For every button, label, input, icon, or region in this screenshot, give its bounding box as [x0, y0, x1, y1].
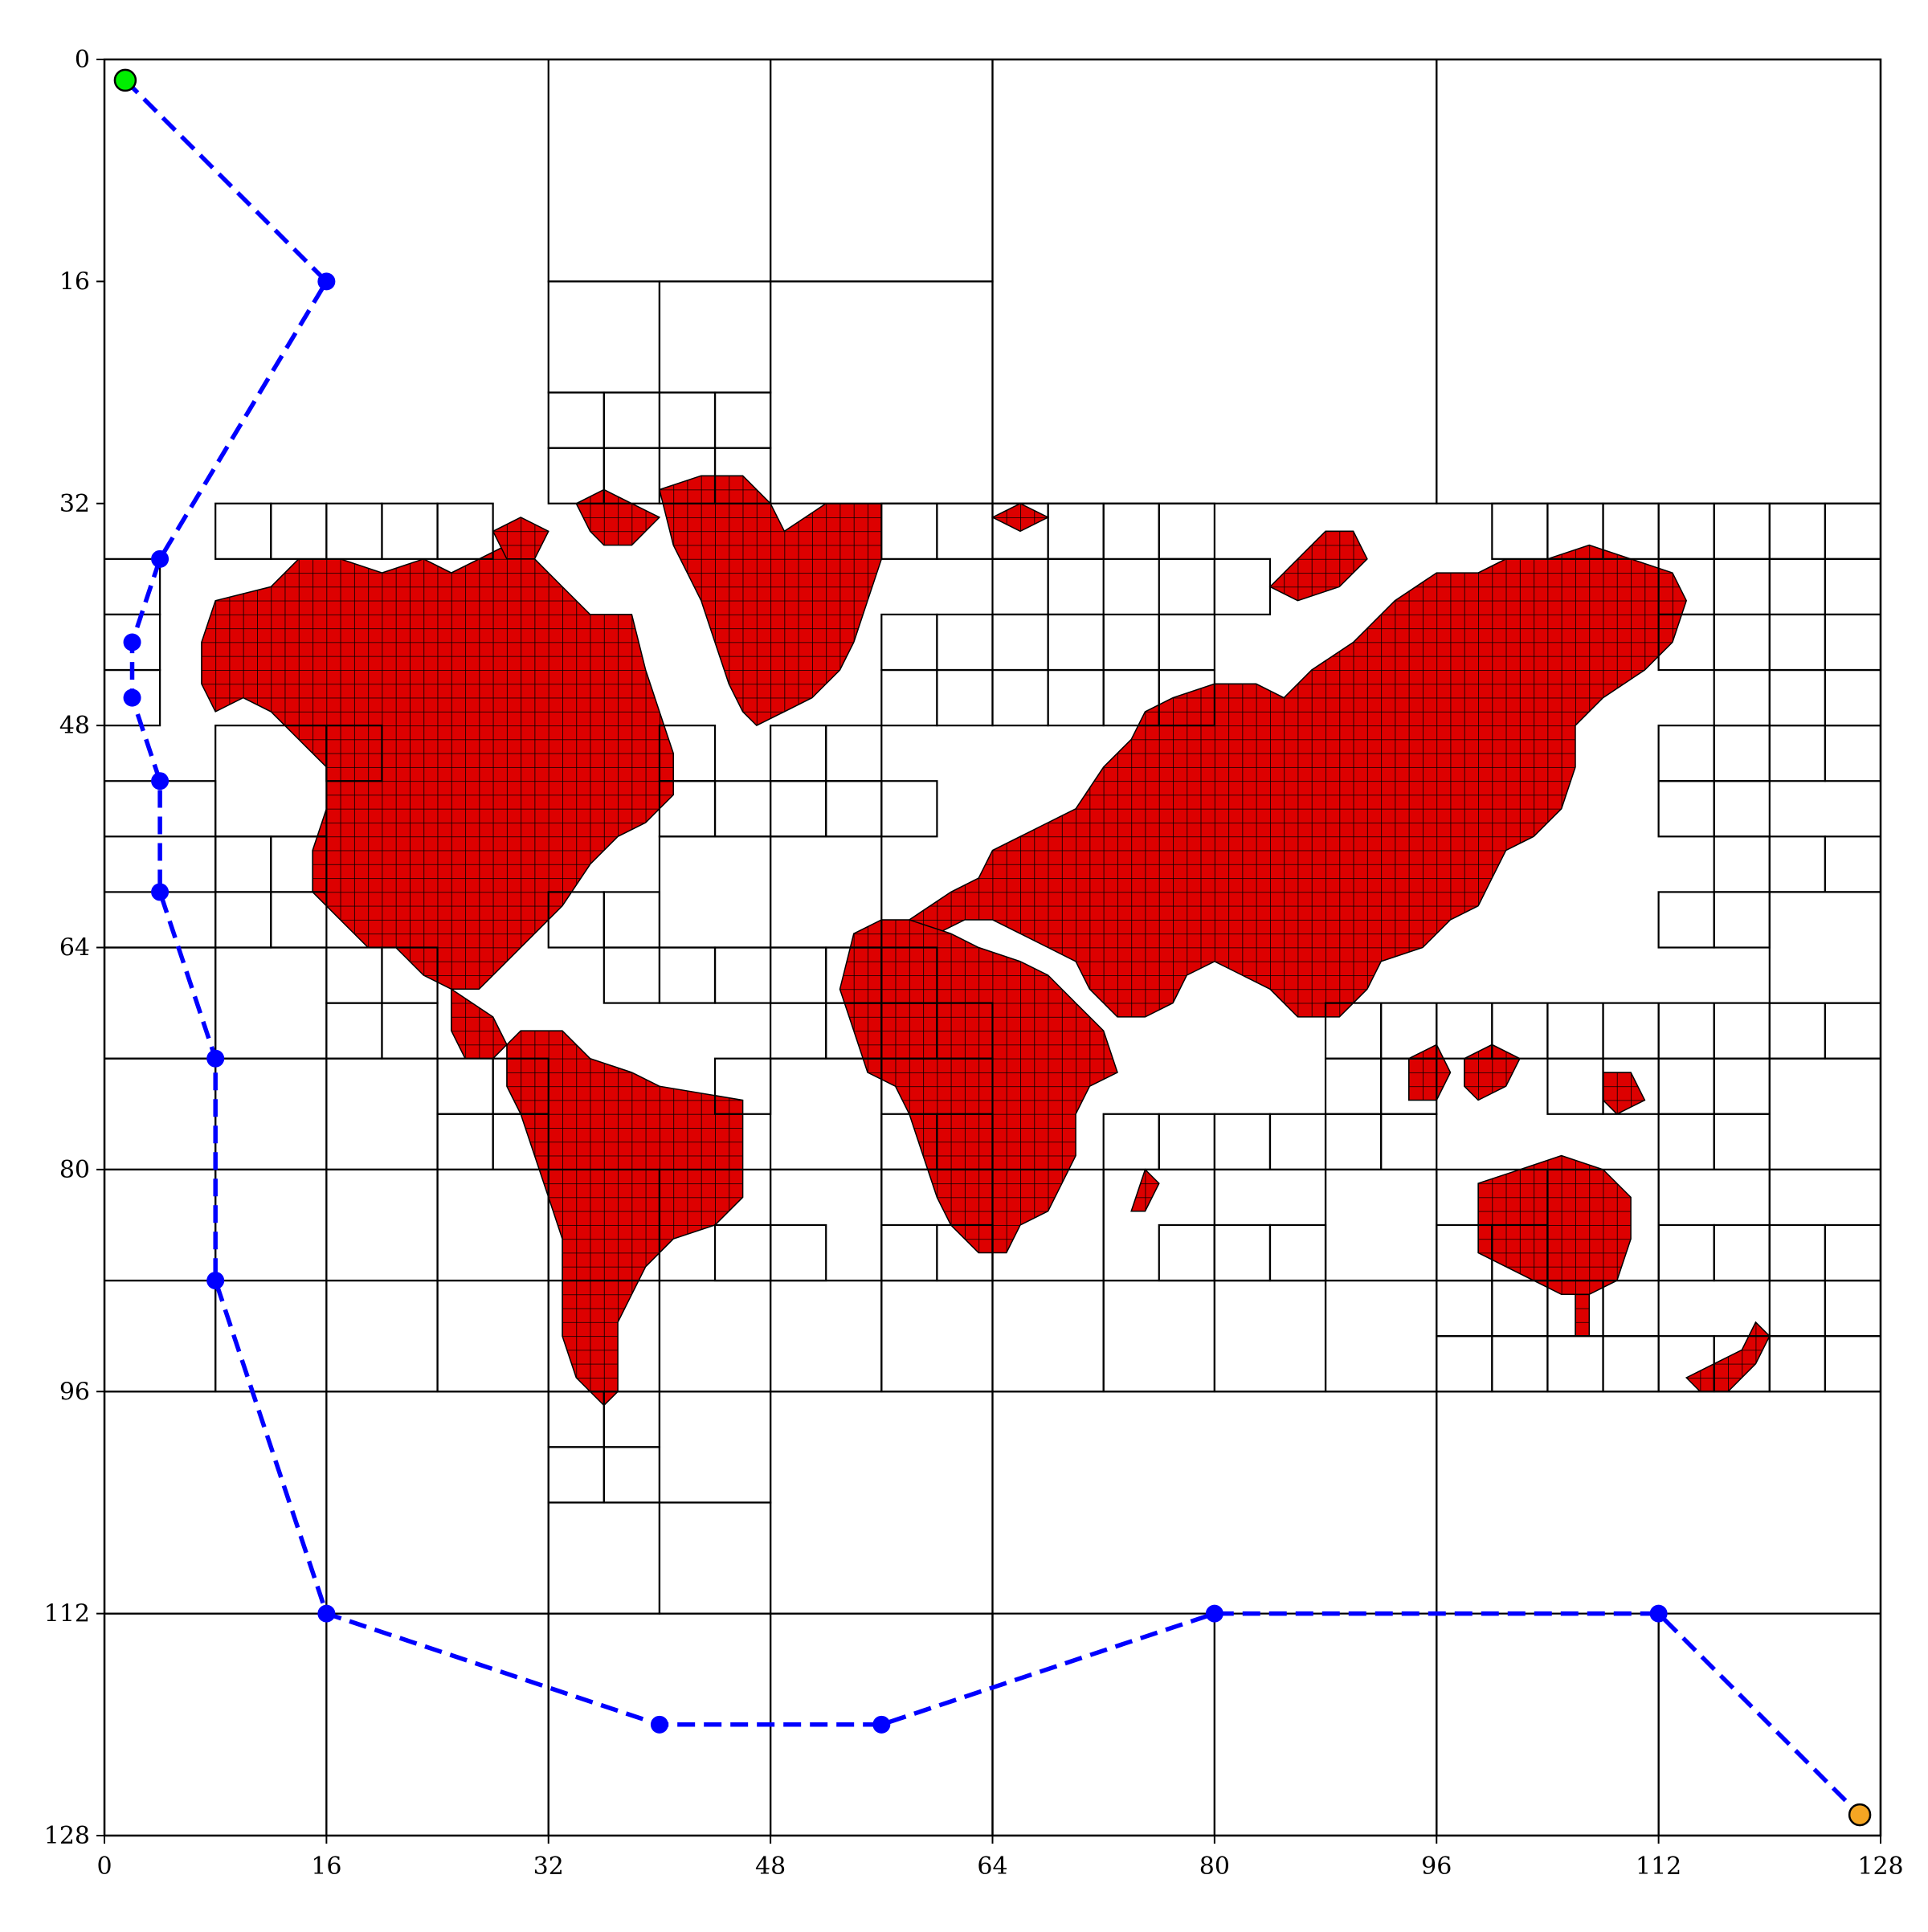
quadtree-cell — [880, 780, 938, 838]
quadtree-cells-layer — [104, 59, 1881, 1836]
waypoint-marker — [650, 1715, 668, 1734]
quadtree-cell — [713, 946, 772, 1004]
quadtree-cell — [1213, 558, 1272, 616]
obstacle-region — [1268, 530, 1368, 602]
path-layer — [113, 68, 1872, 1827]
goal-marker — [1848, 1803, 1872, 1827]
obstacle-region — [506, 1030, 744, 1407]
x-tick-label: 80 — [1199, 1852, 1230, 1881]
x-tick-label: 112 — [1636, 1852, 1681, 1881]
waypoint-marker — [123, 633, 141, 651]
waypoint-marker — [151, 883, 170, 901]
y-tick-label: 48 — [59, 712, 90, 740]
waypoint-marker — [872, 1715, 891, 1734]
x-tick-label: 0 — [96, 1852, 112, 1881]
x-tick-label: 128 — [1857, 1852, 1903, 1881]
waypoint-marker — [151, 549, 170, 568]
x-tick-label: 16 — [311, 1852, 341, 1881]
quadtree-cell — [713, 447, 772, 504]
waypoint-marker — [206, 1049, 225, 1068]
y-tick-label: 112 — [44, 1600, 90, 1628]
waypoint-marker — [151, 772, 170, 790]
obstacle-region — [201, 544, 674, 991]
x-tick-label: 32 — [533, 1852, 564, 1881]
x-tick-label: 96 — [1421, 1852, 1452, 1881]
start-marker — [113, 68, 137, 92]
quadtree-cell — [1824, 725, 1881, 782]
waypoint-marker — [1649, 1604, 1668, 1623]
quadtree-cell — [325, 1612, 549, 1836]
obstacle-region — [659, 475, 883, 727]
waypoint-marker — [206, 1272, 225, 1290]
y-tick-label: 32 — [59, 490, 90, 518]
x-tick-label: 48 — [755, 1852, 786, 1881]
quadtree-cell — [1657, 1612, 1881, 1836]
y-tick-label: 80 — [59, 1156, 90, 1184]
waypoint-marker — [317, 1604, 336, 1623]
obstacle-region — [1130, 1168, 1160, 1212]
y-tick-label: 64 — [59, 934, 90, 962]
y-tick-label: 128 — [44, 1822, 90, 1850]
y-tick-label: 96 — [59, 1378, 90, 1406]
x-tick-label: 64 — [977, 1852, 1007, 1881]
obstacle-region — [1575, 1293, 1591, 1337]
quadtree-cell — [1158, 668, 1215, 727]
obstacle-region — [908, 544, 1688, 1018]
y-tick-label: 16 — [59, 268, 90, 296]
waypoint-marker — [1205, 1604, 1223, 1623]
y-tick-label: 0 — [75, 46, 90, 74]
waypoint-marker — [123, 688, 141, 707]
obstacle-region — [492, 517, 549, 560]
quadtree-cell — [436, 502, 494, 560]
waypoint-marker — [317, 272, 336, 291]
quadtree-cell — [325, 725, 383, 782]
